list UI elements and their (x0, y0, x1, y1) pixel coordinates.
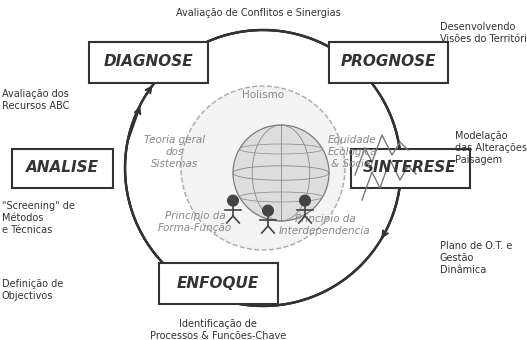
Circle shape (300, 195, 310, 206)
FancyBboxPatch shape (159, 262, 278, 304)
FancyBboxPatch shape (350, 149, 470, 187)
Text: Principio da
Interdependencia: Principio da Interdependencia (279, 214, 371, 236)
Circle shape (228, 195, 238, 206)
FancyBboxPatch shape (12, 149, 112, 187)
Text: Principio da
Forma-Função: Principio da Forma-Função (158, 211, 232, 233)
Text: Modelação
das Alterações da
Paisagem: Modelação das Alterações da Paisagem (455, 131, 527, 165)
Text: Equidade
Ecologica
& Social: Equidade Ecologica & Social (327, 135, 377, 169)
Text: DIAGNOSE: DIAGNOSE (103, 54, 193, 69)
Text: Avaliação dos
Recursos ABC: Avaliação dos Recursos ABC (2, 89, 70, 111)
Text: Desenvolvendo
Visões do Território: Desenvolvendo Visões do Território (440, 22, 527, 44)
Text: Holismo: Holismo (242, 90, 284, 100)
Text: Teoria geral
dos
Sistemas: Teoria geral dos Sistemas (144, 135, 206, 169)
Text: Avaliação de Conflitos e Sinergias: Avaliação de Conflitos e Sinergias (175, 8, 340, 18)
Text: ANALISE: ANALISE (25, 160, 99, 175)
Text: Definição de
Objectivos: Definição de Objectivos (2, 279, 63, 301)
FancyBboxPatch shape (89, 41, 208, 83)
Circle shape (233, 125, 329, 221)
Text: Plano de O.T. e
Gestão
Dinâmica: Plano de O.T. e Gestão Dinâmica (440, 241, 512, 275)
Text: Identificação de
Processos & Funções-Chave: Identificação de Processos & Funções-Cha… (150, 319, 286, 340)
Circle shape (182, 87, 344, 249)
FancyBboxPatch shape (328, 41, 447, 83)
Text: ENFOQUE: ENFOQUE (177, 275, 259, 290)
Text: "Screening" de
Métodos
e Técnicas: "Screening" de Métodos e Técnicas (2, 201, 75, 235)
Circle shape (262, 205, 274, 216)
Text: SINTERESE: SINTERESE (363, 160, 457, 175)
Text: PROGNOSE: PROGNOSE (340, 54, 436, 69)
